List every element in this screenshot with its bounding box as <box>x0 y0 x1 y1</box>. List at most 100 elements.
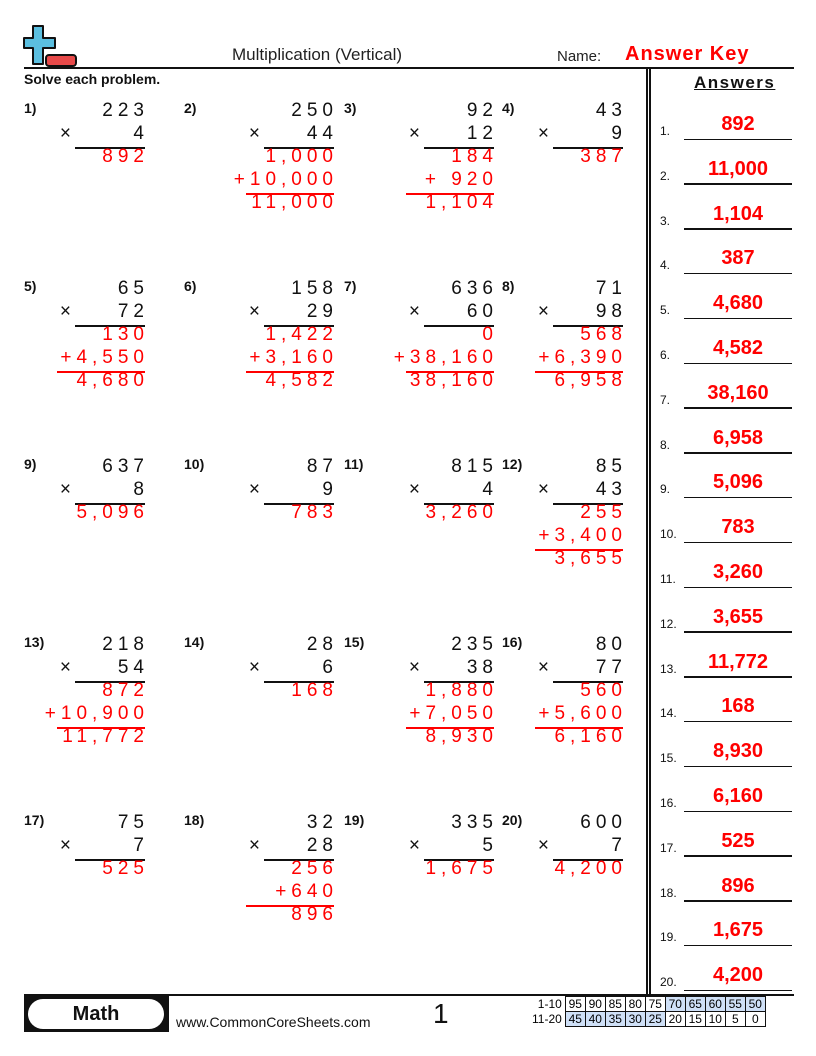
product-rule <box>553 325 623 327</box>
answer-line <box>684 272 792 275</box>
answer-number: 16. <box>660 796 677 810</box>
multiplicand: 600 <box>580 812 627 833</box>
product-rule <box>75 681 145 683</box>
answer-line <box>684 407 792 409</box>
answer-number: 8. <box>660 437 671 452</box>
times-symbol: × <box>248 301 260 322</box>
score-cell: 85 <box>604 996 626 1012</box>
score-cell: 65 <box>684 996 706 1012</box>
sum-rule <box>246 905 334 907</box>
times-symbol: × <box>537 835 549 856</box>
answer-number: 11. <box>660 572 676 586</box>
answer-item: 12. 3,655 <box>660 603 792 633</box>
score-cell: 50 <box>744 996 766 1012</box>
answer-line <box>684 944 792 947</box>
product-rule <box>424 859 494 861</box>
partial-product: +640 <box>275 881 338 902</box>
product-answer: 6,160 <box>554 726 627 747</box>
times-symbol: × <box>248 123 260 144</box>
problem-number: 13) <box>24 634 45 650</box>
multiplicand: 158 <box>291 278 338 299</box>
partial-product: +3,400 <box>538 525 627 546</box>
times-symbol: × <box>59 123 71 144</box>
answer-value: 4,680 <box>712 292 764 315</box>
score-cell: 75 <box>644 996 666 1012</box>
sum-rule <box>406 193 494 195</box>
sum-rule <box>406 727 494 729</box>
answer-item: 14. 168 <box>660 692 792 723</box>
answer-value: 5,096 <box>712 471 764 494</box>
product-rule <box>75 147 145 149</box>
answer-value: 8,930 <box>712 740 764 763</box>
answer-item: 20. 4,200 <box>660 961 792 992</box>
multiplier: 72 <box>117 301 149 322</box>
problem: 11) 815 4 × 3,260 <box>344 456 494 626</box>
answer-item: 1. 892 <box>660 110 792 140</box>
multiplicand: 80 <box>595 634 627 655</box>
multiplier: 9 <box>322 479 338 500</box>
product-answer: 1,104 <box>425 192 498 213</box>
answer-line <box>684 720 792 723</box>
product-answer: 783 <box>291 502 338 523</box>
times-symbol: × <box>248 835 260 856</box>
sum-rule <box>535 371 623 373</box>
answer-line <box>684 496 792 499</box>
score-cell: 5 <box>724 1011 746 1027</box>
answer-line <box>684 541 792 544</box>
problem: 17) 75 7 × 525 <box>24 812 174 982</box>
answer-value: 525 <box>721 829 755 852</box>
problem: 6) 158 29 × 1,422 +3,160 4,582 <box>184 278 334 448</box>
product-answer: 38,160 <box>409 370 498 391</box>
answer-item: 5. 4,680 <box>660 289 792 320</box>
multiplier: 8 <box>133 479 149 500</box>
answer-value: 6,160 <box>712 785 764 807</box>
problem-number: 4) <box>502 100 515 116</box>
product-rule <box>424 503 494 505</box>
product-rule <box>553 681 623 683</box>
logo-plus-minus-icon <box>23 25 77 67</box>
answer-item: 3. 1,104 <box>660 200 792 230</box>
problem-number: 12) <box>502 456 523 472</box>
answers-title: Answers <box>694 73 776 92</box>
problem: 10) 87 9 × 783 <box>184 456 334 626</box>
multiplicand: 218 <box>102 634 149 655</box>
problem: 3) 92 12 × 184 + 920 1,104 <box>344 100 494 270</box>
answer-item: 19. 1,675 <box>660 916 792 947</box>
times-symbol: × <box>537 301 549 322</box>
partial-product: 256 <box>291 858 338 879</box>
times-symbol: × <box>248 657 260 678</box>
problem: 13) 218 54 × 872 +10,900 11,772 <box>24 634 174 804</box>
answer-line <box>684 362 792 364</box>
multiplier: 29 <box>306 301 338 322</box>
answer-value: 1,675 <box>712 919 764 942</box>
product-rule <box>75 325 145 327</box>
answer-value: 11,772 <box>707 650 769 673</box>
answer-number: 18. <box>660 885 677 900</box>
sum-rule <box>535 727 623 729</box>
score-row: 1-10 95 90 85 80 75 70 65 60 55 50 <box>530 996 766 1012</box>
answer-line <box>684 855 792 857</box>
partial-product: +6,390 <box>538 347 627 368</box>
product-rule <box>424 147 494 149</box>
partial-product: 1,880 <box>425 680 498 701</box>
multiplicand: 223 <box>102 100 149 121</box>
answer-value: 896 <box>721 874 755 897</box>
multiplier: 6 <box>322 657 338 678</box>
partial-product: 255 <box>580 502 627 523</box>
answer-value: 387 <box>721 247 755 270</box>
answer-number: 12. <box>660 616 677 631</box>
multiplicand: 71 <box>595 278 627 299</box>
product-rule <box>264 325 334 327</box>
name-label: Name: <box>557 48 602 65</box>
answer-item: 4. 387 <box>660 244 792 275</box>
sum-rule <box>535 549 623 551</box>
multiplicand: 636 <box>451 278 498 299</box>
multiplier: 5 <box>482 835 498 856</box>
multiplier: 43 <box>595 479 627 500</box>
answer-number: 1. <box>660 124 671 138</box>
multiplier: 38 <box>466 657 498 678</box>
score-cell: 95 <box>564 996 586 1012</box>
times-symbol: × <box>59 657 71 678</box>
partial-product: 568 <box>580 324 627 345</box>
